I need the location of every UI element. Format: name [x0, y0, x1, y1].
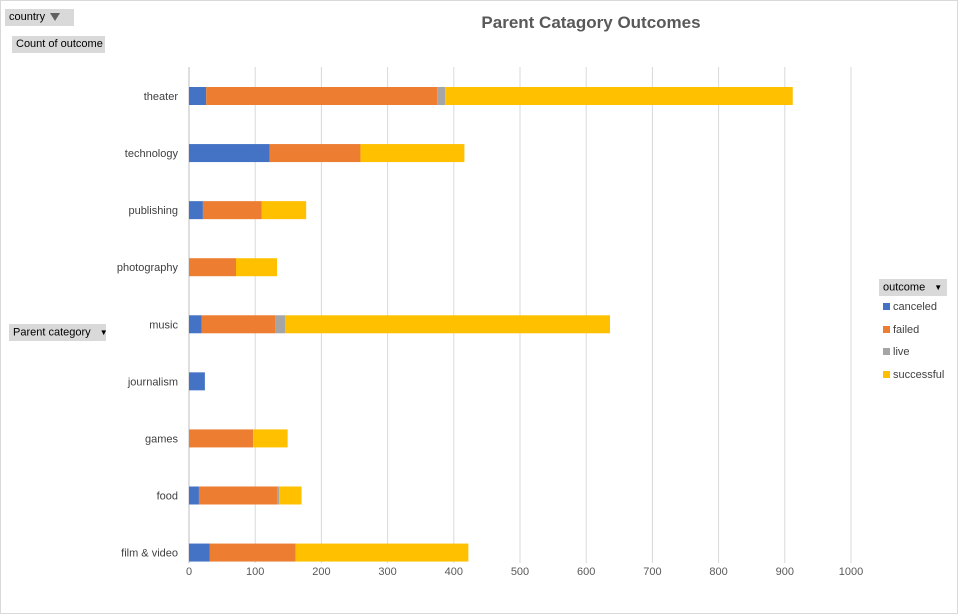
- category-label: food: [157, 490, 178, 502]
- legend-label: canceled: [893, 301, 938, 313]
- chart-title: Parent Catagory Outcomes: [481, 13, 701, 32]
- bar-segment-live[interactable]: [437, 87, 446, 105]
- bar-segment-failed[interactable]: [202, 201, 262, 220]
- values-field-label: Count of outcome: [16, 38, 103, 50]
- x-tick-label: 0: [186, 566, 192, 578]
- x-tick-label: 100: [246, 566, 264, 578]
- x-tick-label: 200: [312, 566, 330, 578]
- bar-segment-failed[interactable]: [209, 543, 296, 562]
- bar-segment-successful[interactable]: [261, 201, 307, 220]
- category-label: film & video: [121, 548, 178, 560]
- dropdown-arrow-icon: ▼: [934, 283, 943, 292]
- bar-segment-successful[interactable]: [360, 144, 465, 163]
- x-tick-label: 1000: [839, 566, 863, 578]
- category-label: technology: [125, 148, 179, 160]
- bar-segment-successful[interactable]: [236, 258, 278, 277]
- category-label: photography: [117, 262, 179, 274]
- category-label: publishing: [128, 205, 178, 217]
- bar-segment-successful[interactable]: [445, 87, 793, 105]
- bar-segment-canceled[interactable]: [189, 201, 203, 220]
- axis-field-button[interactable]: Parent category ▼: [9, 324, 108, 341]
- bar-segment-canceled[interactable]: [189, 87, 207, 105]
- legend-field-label: outcome: [883, 281, 926, 294]
- bar-segment-failed[interactable]: [189, 429, 254, 448]
- legend-swatch: [883, 303, 890, 310]
- axis-field-label: Parent category: [13, 326, 91, 339]
- legend-label: successful: [893, 368, 945, 381]
- bar-segment-successful[interactable]: [284, 315, 611, 334]
- bar-segment-failed[interactable]: [189, 258, 237, 277]
- legend-swatch: [883, 370, 890, 378]
- bar-segment-canceled[interactable]: [189, 372, 205, 391]
- country-filter-label: country: [9, 11, 46, 23]
- values-field-button[interactable]: Count of outcome: [12, 36, 105, 53]
- x-tick-label: 400: [445, 566, 463, 578]
- category-label: games: [145, 433, 179, 445]
- bar-segment-canceled[interactable]: [189, 486, 199, 505]
- bar-segment-successful[interactable]: [279, 486, 302, 505]
- dropdown-arrow-icon: ▼: [99, 328, 108, 337]
- bar-segment-failed[interactable]: [269, 144, 361, 163]
- category-label: journalism: [127, 376, 178, 388]
- x-tick-label: 700: [643, 566, 661, 578]
- x-tick-label: 800: [709, 566, 727, 578]
- bar-segment-canceled[interactable]: [189, 144, 270, 163]
- bar-segment-live[interactable]: [277, 486, 280, 505]
- legend-swatch: [883, 348, 890, 355]
- bar-segment-successful[interactable]: [295, 543, 469, 562]
- bar-segment-failed[interactable]: [201, 315, 276, 334]
- category-label: music: [149, 319, 178, 331]
- bar-segment-canceled[interactable]: [189, 315, 202, 334]
- legend-item-canceled[interactable]: canceled: [883, 299, 937, 315]
- x-tick-label: 300: [378, 566, 396, 578]
- legend-item-live[interactable]: live: [883, 344, 910, 360]
- category-label: theater: [144, 91, 179, 103]
- legend-label: failed: [893, 323, 920, 336]
- bar-segment-failed[interactable]: [198, 486, 278, 505]
- bar-segment-live[interactable]: [275, 315, 285, 334]
- legend-item-successful[interactable]: successful: [883, 367, 944, 383]
- country-filter-button[interactable]: country: [5, 9, 74, 26]
- legend-field-button[interactable]: outcome ▼: [879, 279, 947, 296]
- x-tick-label: 500: [511, 566, 529, 578]
- bar-segment-successful[interactable]: [253, 429, 288, 448]
- x-tick-label: 900: [776, 566, 794, 578]
- filter-funnel-icon: [50, 13, 61, 22]
- legend-swatch: [883, 325, 890, 333]
- x-tick-label: 600: [577, 566, 595, 578]
- bar-segment-failed[interactable]: [206, 87, 438, 105]
- legend-label: live: [893, 346, 910, 358]
- bar-segment-canceled[interactable]: [189, 543, 210, 562]
- legend-item-failed[interactable]: failed: [883, 322, 919, 338]
